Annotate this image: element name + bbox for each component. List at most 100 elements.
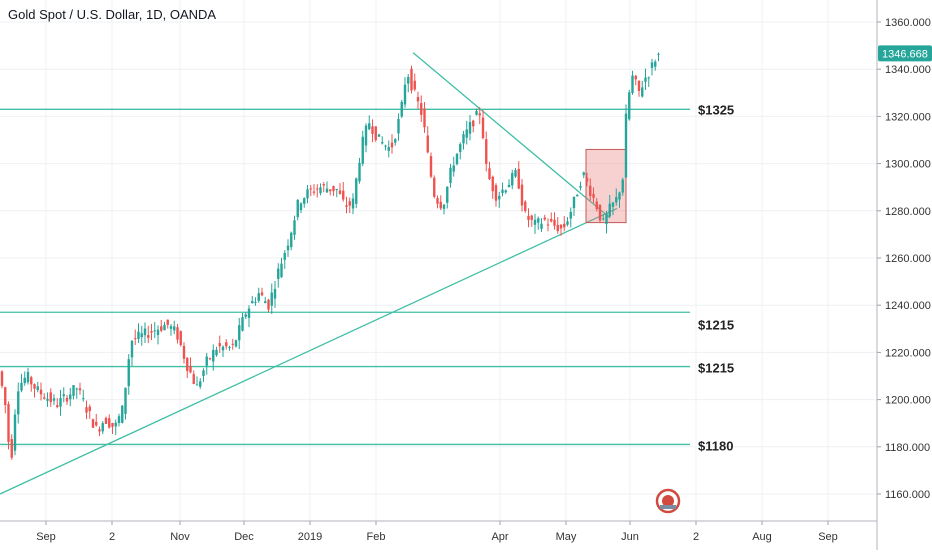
trendline xyxy=(412,52,611,219)
candle-body xyxy=(368,123,371,130)
candle-body xyxy=(254,301,257,303)
candle-body xyxy=(569,211,572,219)
candle-body xyxy=(498,195,501,200)
candle-body xyxy=(615,197,618,203)
y-tick-label: 1280.000 xyxy=(885,206,931,218)
x-tick-label: Feb xyxy=(367,531,386,543)
candle-body xyxy=(403,84,407,105)
candle-body xyxy=(257,293,260,301)
candle-body xyxy=(572,196,576,209)
candle-body xyxy=(585,177,589,182)
candle-body xyxy=(62,394,65,397)
candle-body xyxy=(322,183,325,186)
candle-body xyxy=(75,388,78,390)
candle-body xyxy=(485,139,488,164)
y-tick-label: 1240.000 xyxy=(885,300,931,312)
candle-body xyxy=(7,404,10,442)
candle-body xyxy=(221,346,225,351)
candle-body xyxy=(169,326,173,329)
x-tick-label: 2019 xyxy=(298,531,322,543)
candle-body xyxy=(91,419,95,428)
candle-body xyxy=(439,201,442,209)
candle-body xyxy=(524,201,527,212)
candle-body xyxy=(189,365,192,373)
candle-body xyxy=(10,439,13,458)
candle-body xyxy=(507,184,511,188)
candle-body xyxy=(26,372,30,383)
candle-body xyxy=(387,147,390,151)
candle-body xyxy=(23,377,26,384)
candle-body xyxy=(468,121,472,134)
candle-body xyxy=(644,77,647,82)
candle-body xyxy=(579,186,582,188)
candle-body xyxy=(260,292,264,296)
candle-body xyxy=(449,167,452,183)
candle-body xyxy=(286,245,290,251)
candle-body xyxy=(501,189,504,194)
candle-body xyxy=(88,406,91,412)
candle-body xyxy=(247,308,251,318)
candle-body xyxy=(290,232,293,248)
candle-body xyxy=(36,386,39,391)
candle-body xyxy=(537,218,540,223)
candle-body xyxy=(540,223,543,229)
candle-body xyxy=(546,224,550,226)
candle-body xyxy=(634,75,637,80)
candle-body xyxy=(332,185,335,192)
candle-body xyxy=(176,327,179,340)
candle-body xyxy=(433,177,436,197)
candle-body xyxy=(397,118,400,134)
level-label: $1325 xyxy=(698,102,734,117)
last-price-tag xyxy=(878,45,932,62)
candle-body xyxy=(39,389,43,395)
candle-body xyxy=(358,162,361,182)
candle-body xyxy=(446,186,449,203)
candle-body xyxy=(82,398,85,400)
candle-body xyxy=(563,223,566,228)
candle-body xyxy=(72,385,75,396)
candle-body xyxy=(491,176,494,192)
candle-body xyxy=(309,188,312,190)
candle-body xyxy=(104,418,108,424)
candle-body xyxy=(582,172,585,176)
candle-body xyxy=(166,319,169,325)
candle-body xyxy=(530,215,533,220)
candle-body xyxy=(400,101,403,117)
y-tick-label: 1340.000 xyxy=(885,64,931,76)
candle-body xyxy=(384,145,387,147)
x-tick-label: May xyxy=(556,531,577,543)
candle-body xyxy=(455,153,459,165)
candle-body xyxy=(215,349,218,356)
candle-body xyxy=(481,117,485,139)
candle-body xyxy=(153,330,156,332)
candle-body xyxy=(78,388,82,391)
x-tick-label: Aug xyxy=(752,531,772,543)
candle-body xyxy=(134,338,137,340)
candle-body xyxy=(111,422,114,427)
y-tick-label: 1180.000 xyxy=(885,442,930,454)
candle-body xyxy=(355,178,358,204)
candle-body xyxy=(442,204,446,209)
candle-body xyxy=(150,331,153,333)
y-tick-label: 1300.000 xyxy=(885,159,931,171)
candle-body xyxy=(65,397,69,402)
x-tick-label: 2 xyxy=(109,531,115,543)
candle-body xyxy=(4,387,7,406)
candle-body xyxy=(231,343,234,345)
candle-body xyxy=(657,53,660,55)
candle-body xyxy=(426,135,429,153)
highlight-rectangle xyxy=(585,148,627,224)
candle-body xyxy=(33,384,36,389)
candle-body xyxy=(182,345,186,359)
candle-body xyxy=(13,414,17,451)
candle-body xyxy=(602,218,605,220)
candle-body xyxy=(238,325,241,341)
candle-body xyxy=(127,359,130,387)
candle-body xyxy=(228,346,231,348)
candle-body xyxy=(98,429,101,432)
candle-body xyxy=(264,301,267,304)
candle-body xyxy=(95,421,98,426)
candle-body xyxy=(101,423,104,432)
candle-body xyxy=(511,173,514,186)
